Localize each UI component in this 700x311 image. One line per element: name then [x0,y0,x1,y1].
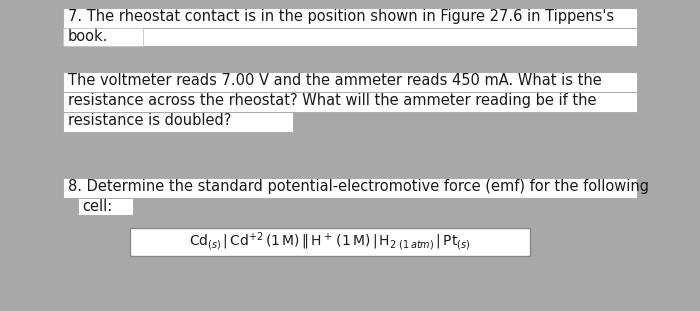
Text: cell:: cell: [82,199,112,214]
FancyBboxPatch shape [63,8,637,28]
FancyBboxPatch shape [63,178,637,198]
Text: 7. The rheostat contact is in the position shown in Figure 27.6 in Tippens's: 7. The rheostat contact is in the positi… [68,9,614,24]
Text: $\mathrm{Cd}_{(s)}\,|\,\mathrm{Cd}^{+2}\,(1\,\mathrm{M})\,\|\,\mathrm{H^+}\,(1\,: $\mathrm{Cd}_{(s)}\,|\,\mathrm{Cd}^{+2}\… [189,231,470,253]
Text: 8. Determine the standard potential-electromotive force (emf) for the following: 8. Determine the standard potential-elec… [68,179,649,194]
FancyBboxPatch shape [63,28,637,46]
FancyBboxPatch shape [63,92,637,112]
FancyBboxPatch shape [78,198,133,215]
FancyBboxPatch shape [63,112,293,132]
Text: resistance is doubled?: resistance is doubled? [68,113,232,128]
Text: The voltmeter reads 7.00 V and the ammeter reads 450 mA. What is the: The voltmeter reads 7.00 V and the ammet… [68,73,602,88]
FancyBboxPatch shape [63,72,637,92]
FancyBboxPatch shape [130,228,530,256]
FancyBboxPatch shape [63,28,143,46]
Text: resistance across the rheostat? What will the ammeter reading be if the: resistance across the rheostat? What wil… [68,93,596,108]
Text: book.: book. [68,29,108,44]
